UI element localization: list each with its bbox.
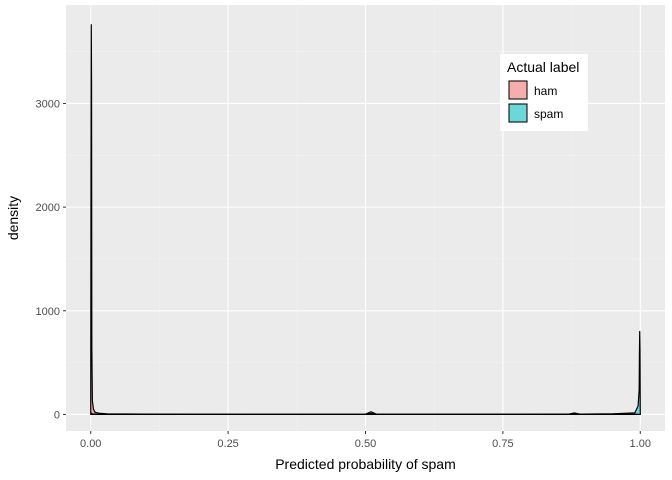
legend-swatch-spam [508, 103, 528, 123]
x-tick-label: 0.00 [80, 438, 101, 450]
y-tick-label: 1000 [36, 306, 60, 318]
y-tick-label: 3000 [36, 98, 60, 110]
y-axis-title: density [5, 196, 21, 240]
series-layer [90, 24, 641, 416]
x-tick-label: 0.50 [355, 438, 376, 450]
legend-title: Actual label [507, 59, 579, 75]
y-axis: 0 1000 2000 3000 [36, 98, 66, 421]
x-axis: 0.00 0.25 0.50 0.75 1.00 [80, 431, 651, 450]
x-tick-label: 0.75 [492, 438, 513, 450]
y-tick-label: 2000 [36, 202, 60, 214]
legend-item-spam: spam [508, 103, 563, 123]
y-tick-label: 0 [54, 409, 60, 421]
legend: Actual label ham spam [500, 54, 588, 131]
legend-item-ham: ham [508, 80, 557, 100]
legend-label-ham: ham [534, 84, 557, 98]
density-area-spam [90, 330, 641, 416]
x-axis-title: Predicted probability of spam [275, 456, 456, 472]
x-tick-label: 1.00 [630, 438, 651, 450]
legend-label-spam: spam [534, 107, 563, 121]
legend-swatch-ham [508, 80, 528, 100]
x-tick-label: 0.25 [217, 438, 238, 450]
